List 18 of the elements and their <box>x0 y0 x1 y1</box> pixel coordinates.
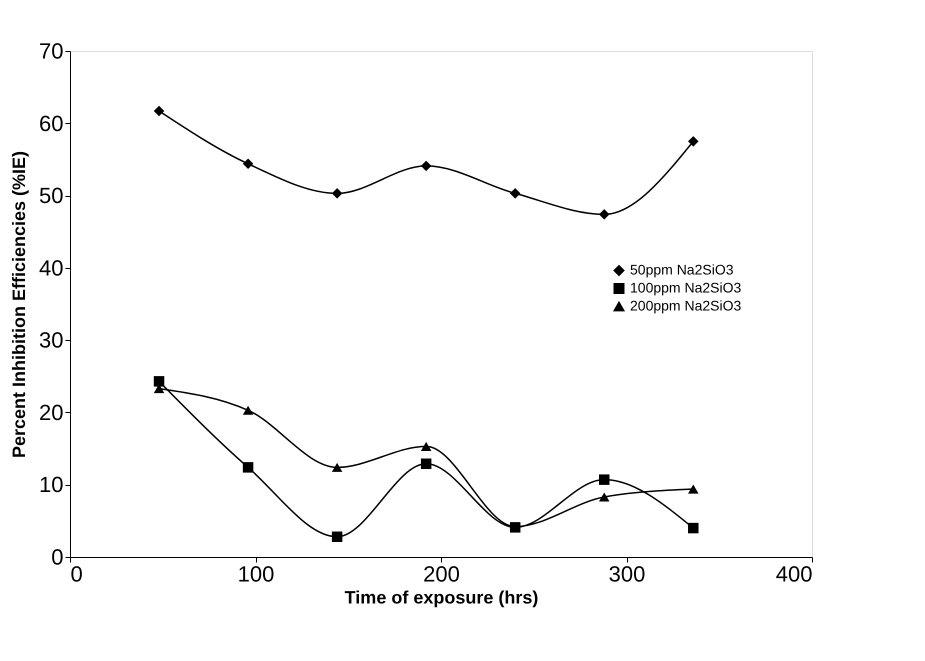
y-tick-label: 20 <box>39 400 64 425</box>
x-axis-title: Time of exposure (hrs) <box>344 588 538 608</box>
y-tick-label: 50 <box>39 183 64 208</box>
y-tick-label: 40 <box>39 255 64 280</box>
y-tick-label: 60 <box>39 110 64 136</box>
y-axis-title: Percent Inhibition Efficiencies (%IE) <box>9 150 30 458</box>
x-tick-label: 100 <box>238 562 274 586</box>
legend-label: 100ppm Na2SiO3 <box>630 280 742 296</box>
y-tick-label: 0 <box>51 544 64 570</box>
x-tick-label: 300 <box>608 562 646 586</box>
x-tick-label: 400 <box>776 562 812 586</box>
x-tick-label: 0 <box>70 562 83 586</box>
legend-label: 200ppm Na2SiO3 <box>630 298 742 314</box>
x-tick-label: 200 <box>423 562 460 586</box>
legend-label: 50ppm Na2SiO3 <box>630 262 734 278</box>
y-tick-label: 70 <box>39 38 64 64</box>
y-tick-label: 10 <box>39 472 64 498</box>
y-tick-label: 30 <box>39 328 64 353</box>
